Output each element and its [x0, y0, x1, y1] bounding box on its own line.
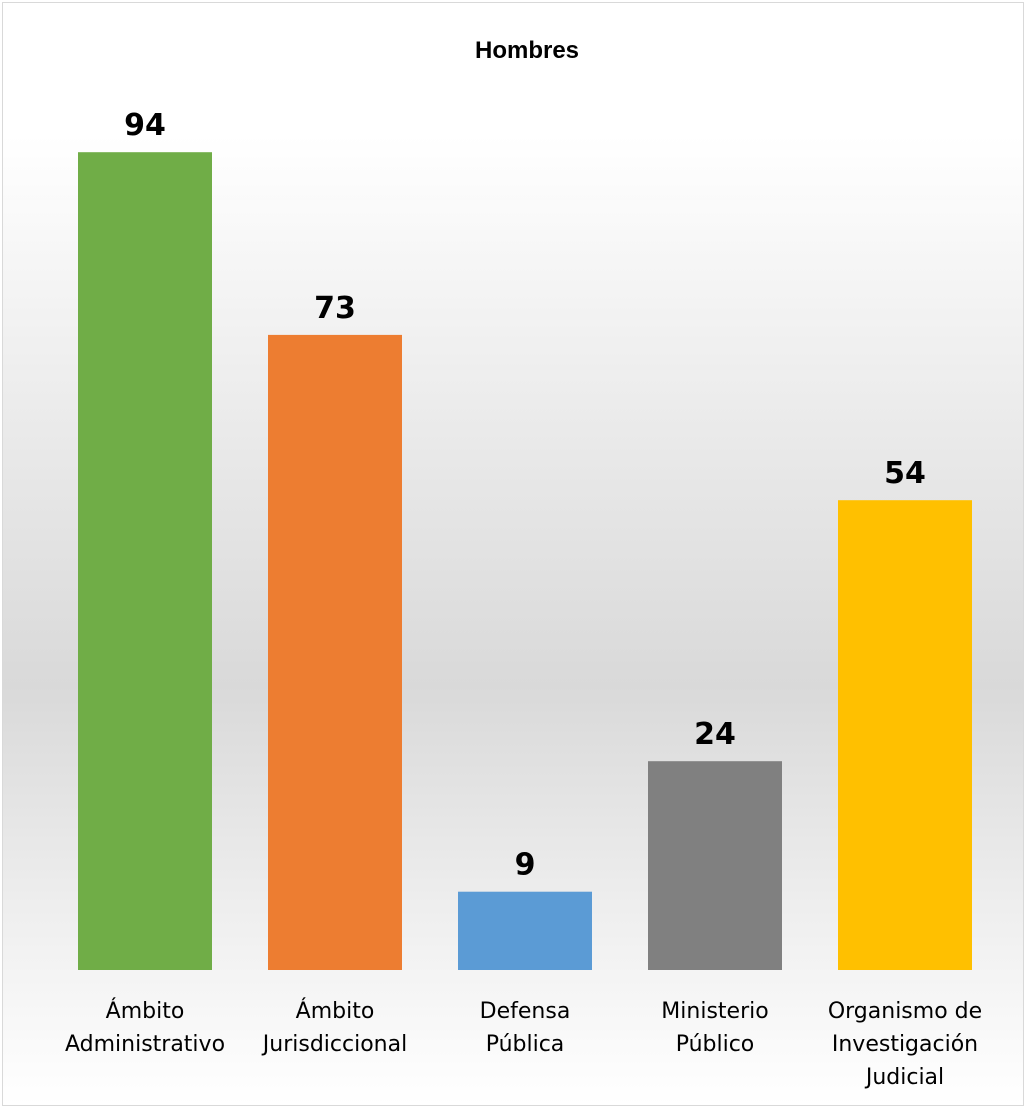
bar-4 — [648, 761, 782, 970]
value-labels-group: 94 73 9 24 54 — [124, 108, 926, 883]
value-label-2: 73 — [314, 291, 356, 326]
value-label-3: 9 — [515, 848, 536, 883]
value-label-5: 54 — [884, 456, 926, 491]
category-label-5: Organismo de Investigación Judicial — [828, 999, 982, 1090]
category-labels-group: Ámbito Administrativo Ámbito Jurisdiccional… — [65, 998, 982, 1090]
chart-title: Hombres — [475, 37, 579, 64]
bar-5 — [838, 500, 972, 970]
category-label-1: Ámbito Administrativo — [65, 998, 225, 1057]
category-label-3: Defensa Pública — [480, 999, 571, 1057]
value-label-1: 94 — [124, 108, 166, 143]
bar-3 — [458, 891, 592, 970]
category-label-4: Ministerio Público — [661, 999, 768, 1057]
category-label-2: Ámbito Jurisdiccional — [261, 998, 407, 1057]
bars-group — [78, 152, 972, 970]
bar-2 — [268, 334, 402, 970]
value-label-4: 24 — [694, 717, 736, 752]
bar-1 — [78, 152, 212, 970]
